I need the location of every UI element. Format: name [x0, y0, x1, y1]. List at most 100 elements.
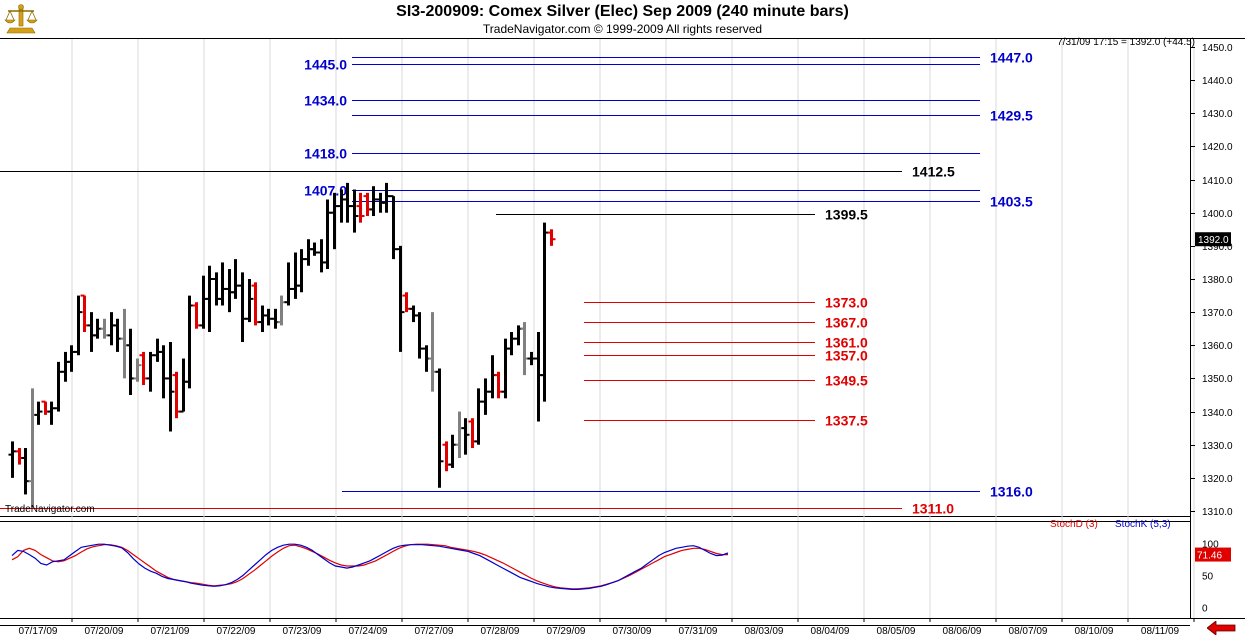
- ohlc-bar: [225, 269, 234, 313]
- level-label: 1418.0: [304, 146, 347, 162]
- price-tick-label: 1390.0: [1202, 242, 1233, 253]
- ohlc-bar: [435, 368, 444, 488]
- price-axis: 1310.0 1320.0 1330.0 1340.0 1350.0 1360.0 1370…: [1190, 43, 1233, 518]
- ohlc-bar: [185, 295, 194, 389]
- level-label: 1349.5: [825, 373, 868, 389]
- last-quote: 7/31/09 17:15 = 1392.0 (+44.5): [1057, 37, 1195, 48]
- date-tick-label: 08/05/09: [877, 626, 916, 637]
- stochastic-pane: 100 50 0 71.46: [0, 521, 1231, 626]
- ohlc-bar: [415, 312, 424, 359]
- ohlc-bar: [271, 308, 280, 329]
- vertical-gridlines: [71, 39, 1195, 618]
- ohlc-bar: [126, 328, 135, 395]
- level-label: 1445.0: [304, 57, 347, 73]
- ohlc-bar: [323, 199, 332, 270]
- ohlc-bar: [120, 308, 129, 379]
- date-tick-label: 08/10/09: [1075, 626, 1114, 637]
- level-label: 1429.5: [990, 108, 1033, 124]
- ohlc-bar: [87, 312, 96, 352]
- price-tick-label: 1320.0: [1202, 474, 1233, 485]
- ohlc-bar: [474, 388, 483, 445]
- price-tick-label: 1430.0: [1202, 109, 1233, 120]
- ohlc-bar: [468, 418, 477, 449]
- ohlc-bar: [356, 192, 365, 223]
- ohlc-bar: [455, 411, 464, 458]
- stochk-line: [11, 543, 729, 591]
- last-price-box: [1195, 232, 1231, 247]
- ohlc-bar: [520, 322, 529, 376]
- price-levels: 1445.0 1447.0 1434.0 1429.5 1418.0 1412.5 1407…: [0, 50, 1033, 517]
- stoch-tick-label: 100: [1202, 540, 1219, 551]
- ohlc-bar: [507, 332, 516, 356]
- level-label: 1403.5: [990, 194, 1033, 210]
- ohlc-bar: [107, 312, 116, 346]
- ohlc-bar: [139, 351, 148, 386]
- date-axis: 07/17/09 07/20/09 07/21/09 07/22/09 07/23/09…: [19, 618, 1195, 637]
- ohlc-bar: [192, 302, 201, 329]
- ohlc-bar: [80, 294, 89, 333]
- date-tick-label: 07/21/09: [151, 626, 190, 637]
- level-label: 1361.0: [825, 335, 868, 351]
- date-tick-label: 07/24/09: [349, 626, 388, 637]
- ohlc-bar: [251, 282, 260, 326]
- price-tick-label: 1360.0: [1202, 341, 1233, 352]
- date-tick-label: 07/23/09: [283, 626, 322, 637]
- ohlc-bar: [284, 262, 293, 306]
- watermark-text: TradeNavigator.com: [5, 504, 95, 515]
- ohlc-bar: [442, 441, 451, 472]
- stoch-value-label: 71.46: [1197, 551, 1222, 562]
- date-tick-label: 07/30/09: [613, 626, 652, 637]
- level-label: 1407.0: [304, 183, 347, 199]
- ohlc-bar: [428, 312, 437, 392]
- ohlc-bar: [402, 292, 411, 313]
- ohlc-bar: [231, 259, 240, 299]
- ohlc-bar: [74, 295, 83, 356]
- stoch-tick-label: 0: [1202, 604, 1208, 615]
- level-label: 1357.0: [825, 348, 868, 364]
- ohlc-bar: [264, 308, 273, 326]
- chart-header: SI3-200909: Comex Silver (Elec) Sep 2009…: [0, 0, 1245, 38]
- stoch-tick-label: 50: [1202, 572, 1214, 583]
- stochd-line: [11, 543, 728, 590]
- ohlc-bar: [54, 361, 63, 412]
- ohlc-bar: [389, 195, 398, 260]
- date-tick-label: 07/20/09: [85, 626, 124, 637]
- scroll-right-arrow-icon[interactable]: [1207, 621, 1237, 635]
- ohlc-bar: [159, 345, 168, 399]
- price-tick-label: 1440.0: [1202, 76, 1233, 87]
- ohlc-bar: [277, 295, 286, 326]
- ohlc-bar: [100, 318, 109, 339]
- ohlc-bar: [350, 189, 359, 233]
- stochd-legend: StochD (3): [1050, 519, 1098, 530]
- ohlc-bar: [382, 182, 391, 213]
- ohlc-bar: [494, 371, 503, 399]
- ohlc-bar: [488, 355, 497, 399]
- date-tick-label: 08/07/09: [1009, 626, 1048, 637]
- price-tick-label: 1400.0: [1202, 209, 1233, 220]
- price-tick-label: 1380.0: [1202, 275, 1233, 286]
- ohlc-bar: [61, 351, 70, 382]
- ohlc-bar: [291, 252, 300, 299]
- date-tick-label: 08/03/09: [745, 626, 784, 637]
- date-tick-label: 08/11/09: [1141, 626, 1180, 637]
- ohlc-bar: [34, 401, 43, 425]
- ohlc-bar: [166, 341, 175, 432]
- ohlc-bar: [317, 239, 326, 273]
- ohlc-bar: [8, 441, 17, 478]
- price-tick-label: 1450.0: [1202, 43, 1233, 54]
- ohlc-bar: [172, 371, 181, 419]
- ohlc-bar: [133, 358, 142, 382]
- ohlc-bar: [481, 378, 490, 415]
- ohlc-bar: [534, 332, 543, 422]
- ohlc-bar: [199, 275, 208, 329]
- ohlc-bar: [297, 249, 306, 293]
- ohlc-bar: [113, 318, 122, 352]
- date-tick-label: 07/27/09: [415, 626, 454, 637]
- ohlc-bar: [93, 318, 102, 339]
- level-label: 1337.5: [825, 413, 868, 429]
- date-tick-label: 07/22/09: [217, 626, 256, 637]
- ohlc-bar: [179, 358, 188, 413]
- date-tick-label: 08/04/09: [811, 626, 850, 637]
- ohlc-bar: [330, 192, 339, 250]
